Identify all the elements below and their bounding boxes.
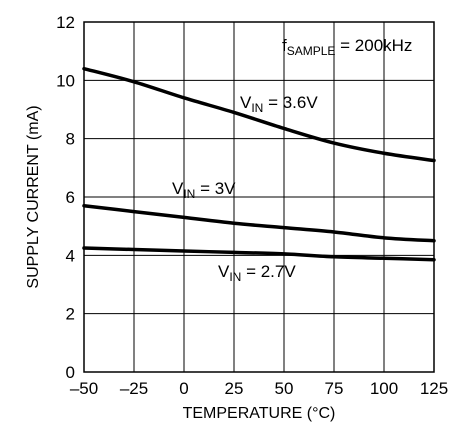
y-tick-label: 0 (66, 363, 75, 382)
sample-frequency-annotation: fSAMPLE = 200kHz (282, 36, 412, 58)
x-tick-label: 75 (325, 379, 344, 398)
series-label-sub: IN (183, 187, 195, 201)
series-label-main: V (172, 179, 184, 198)
series-label-vin-3-6v: VIN = 3.6V (240, 93, 318, 115)
series-line-1 (84, 206, 434, 241)
series-label-vin-2-7v: VIN = 2.7V (218, 262, 296, 284)
x-tick-label: 50 (275, 379, 294, 398)
y-axis-label: SUPPLY CURRENT (mA) (25, 105, 42, 288)
series-label-main: V (218, 262, 230, 281)
y-tick-label: 8 (66, 130, 75, 149)
y-tick-label: 6 (66, 188, 75, 207)
x-tick-label: –25 (120, 379, 148, 398)
x-axis-label: TEMPERATURE (°C) (183, 405, 336, 422)
x-tick-labels: –50 –25 0 25 50 75 100 125 (70, 379, 448, 398)
series-label-vin-3v: VIN = 3V (172, 179, 236, 201)
series-label-rest: = 3V (195, 179, 236, 198)
x-tick-label: 0 (179, 379, 188, 398)
series-label-sub: IN (251, 101, 263, 115)
series-label-main: V (240, 93, 252, 112)
grid (84, 22, 434, 372)
x-tick-label: 25 (225, 379, 244, 398)
annotation-sub: SAMPLE (287, 44, 336, 58)
series-line-2 (84, 248, 434, 260)
y-tick-label: 4 (66, 246, 75, 265)
x-tick-label: 100 (370, 379, 398, 398)
series-lines (84, 69, 434, 260)
y-tick-label: 12 (56, 13, 75, 32)
series-label-rest: = 2.7V (241, 262, 296, 281)
series-label-sub: IN (229, 270, 241, 284)
y-tick-labels: 0 2 4 6 8 10 12 (56, 13, 75, 382)
y-tick-label: 10 (56, 71, 75, 90)
x-tick-label: 125 (420, 379, 448, 398)
y-tick-label: 2 (66, 305, 75, 324)
series-label-rest: = 3.6V (263, 93, 318, 112)
annotation-rest: = 200kHz (335, 36, 412, 55)
